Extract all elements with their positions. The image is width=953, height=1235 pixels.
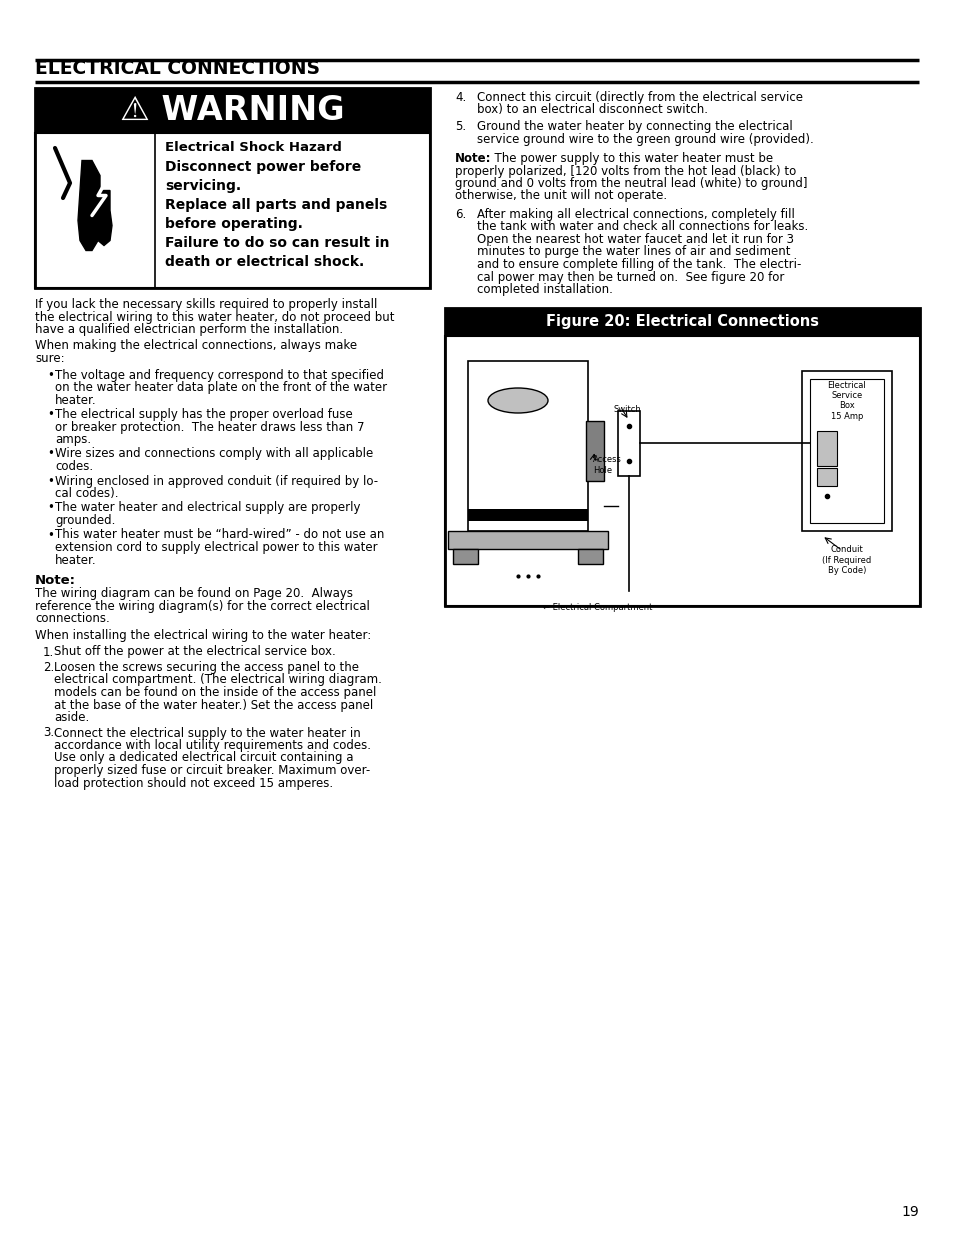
- Bar: [468, 509, 587, 520]
- Bar: [35, 88, 430, 133]
- Text: the tank with water and check all connections for leaks.: the tank with water and check all connec…: [476, 221, 807, 233]
- Bar: [618, 410, 639, 475]
- Text: 2.: 2.: [43, 661, 54, 674]
- Bar: [448, 531, 607, 548]
- Bar: [816, 468, 836, 485]
- Text: electrical compartment. (The electrical wiring diagram.: electrical compartment. (The electrical …: [54, 673, 381, 687]
- Text: If you lack the necessary skills required to properly install: If you lack the necessary skills require…: [35, 298, 377, 311]
- Text: After making all electrical connections, completely fill: After making all electrical connections,…: [476, 207, 794, 221]
- Text: Access
Hole: Access Hole: [593, 456, 621, 475]
- Text: •: •: [47, 408, 53, 421]
- Text: grounded.: grounded.: [55, 514, 115, 527]
- Text: 4.: 4.: [455, 91, 466, 104]
- Text: minutes to purge the water lines of air and sediment: minutes to purge the water lines of air …: [476, 246, 790, 258]
- Text: Connect this circuit (directly from the electrical service: Connect this circuit (directly from the …: [476, 91, 802, 104]
- Text: Failure to do so can result in: Failure to do so can result in: [165, 236, 389, 249]
- Text: Switch: Switch: [614, 405, 641, 415]
- Text: cal codes).: cal codes).: [55, 487, 118, 500]
- Bar: [453, 548, 477, 563]
- Text: •: •: [47, 529, 53, 541]
- Text: Connect the electrical supply to the water heater in: Connect the electrical supply to the wat…: [54, 726, 360, 740]
- Text: models can be found on the inside of the access panel: models can be found on the inside of the…: [54, 685, 376, 699]
- Text: cal power may then be turned on.  See figure 20 for: cal power may then be turned on. See fig…: [476, 270, 783, 284]
- Text: Conduit
(If Required
By Code): Conduit (If Required By Code): [821, 546, 871, 576]
- Bar: [35, 133, 430, 288]
- Text: The wiring diagram can be found on Page 20.  Always: The wiring diagram can be found on Page …: [35, 588, 353, 600]
- Text: reference the wiring diagram(s) for the correct electrical: reference the wiring diagram(s) for the …: [35, 600, 370, 613]
- Text: The voltage and frequency correspond to that specified: The voltage and frequency correspond to …: [55, 368, 384, 382]
- Text: •: •: [47, 368, 53, 382]
- Text: extension cord to supply electrical power to this water: extension cord to supply electrical powe…: [55, 541, 377, 555]
- Text: Use only a dedicated electrical circuit containing a: Use only a dedicated electrical circuit …: [54, 752, 354, 764]
- Text: sure:: sure:: [35, 352, 65, 366]
- Text: otherwise, the unit will not operate.: otherwise, the unit will not operate.: [455, 189, 666, 203]
- Text: death or electrical shock.: death or electrical shock.: [165, 254, 364, 269]
- Text: before operating.: before operating.: [165, 217, 302, 231]
- Text: Electrical Shock Hazard: Electrical Shock Hazard: [165, 141, 341, 154]
- Text: connections.: connections.: [35, 613, 110, 625]
- Text: ⚠ WARNING: ⚠ WARNING: [120, 94, 344, 127]
- Text: and to ensure complete filling of the tank.  The electri-: and to ensure complete filling of the ta…: [476, 258, 801, 270]
- Text: the electrical wiring to this water heater, do not proceed but: the electrical wiring to this water heat…: [35, 310, 395, 324]
- Polygon shape: [78, 161, 112, 251]
- Text: Ground the water heater by connecting the electrical: Ground the water heater by connecting th…: [476, 120, 792, 133]
- Text: •: •: [47, 447, 53, 461]
- Bar: [35, 88, 430, 288]
- Bar: [444, 308, 919, 605]
- Text: Note:: Note:: [455, 152, 491, 165]
- Text: Wire sizes and connections comply with all applicable: Wire sizes and connections comply with a…: [55, 447, 373, 461]
- Text: •: •: [47, 474, 53, 488]
- Text: service ground wire to the green ground wire (provided).: service ground wire to the green ground …: [476, 132, 813, 146]
- Text: The water heater and electrical supply are properly: The water heater and electrical supply a…: [55, 501, 360, 515]
- Text: at the base of the water heater.) Set the access panel: at the base of the water heater.) Set th…: [54, 699, 373, 711]
- Text: When making the electrical connections, always make: When making the electrical connections, …: [35, 340, 356, 352]
- Text: have a qualified electrician perform the installation.: have a qualified electrician perform the…: [35, 324, 343, 336]
- Text: properly sized fuse or circuit breaker. Maximum over-: properly sized fuse or circuit breaker. …: [54, 764, 370, 777]
- Text: servicing.: servicing.: [165, 179, 241, 193]
- Text: ← Electrical Compartment: ← Electrical Compartment: [542, 603, 652, 611]
- Bar: [444, 308, 919, 336]
- Text: Figure 20: Electrical Connections: Figure 20: Electrical Connections: [545, 314, 818, 329]
- Text: amps.: amps.: [55, 433, 91, 446]
- Text: properly polarized, [120 volts from the hot lead (black) to: properly polarized, [120 volts from the …: [455, 164, 796, 178]
- Text: 1.: 1.: [43, 646, 54, 658]
- Text: The electrical supply has the proper overload fuse: The electrical supply has the proper ove…: [55, 408, 353, 421]
- Text: load protection should not exceed 15 amperes.: load protection should not exceed 15 amp…: [54, 777, 333, 789]
- Bar: [468, 361, 587, 531]
- Text: accordance with local utility requirements and codes.: accordance with local utility requiremen…: [54, 739, 371, 752]
- Ellipse shape: [488, 388, 547, 412]
- Text: Wiring enclosed in approved conduit (if required by lo-: Wiring enclosed in approved conduit (if …: [55, 474, 377, 488]
- Bar: [585, 420, 603, 480]
- Text: Open the nearest hot water faucet and let it run for 3: Open the nearest hot water faucet and le…: [476, 233, 793, 246]
- Text: heater.: heater.: [55, 394, 96, 406]
- Text: Disconnect power before: Disconnect power before: [165, 161, 361, 174]
- Text: 19: 19: [901, 1205, 918, 1219]
- Bar: [809, 378, 883, 522]
- Text: completed installation.: completed installation.: [476, 283, 612, 296]
- Text: on the water heater data plate on the front of the water: on the water heater data plate on the fr…: [55, 382, 387, 394]
- Text: Electrical
Service
Box
15 Amp: Electrical Service Box 15 Amp: [827, 380, 865, 421]
- Text: box) to an electrical disconnect switch.: box) to an electrical disconnect switch.: [476, 104, 707, 116]
- Text: Shut off the power at the electrical service box.: Shut off the power at the electrical ser…: [54, 646, 335, 658]
- Text: codes.: codes.: [55, 459, 93, 473]
- Text: 3.: 3.: [43, 726, 54, 740]
- Text: Replace all parts and panels: Replace all parts and panels: [165, 198, 387, 212]
- Text: ELECTRICAL CONNECTIONS: ELECTRICAL CONNECTIONS: [35, 58, 319, 78]
- Text: When installing the electrical wiring to the water heater:: When installing the electrical wiring to…: [35, 629, 371, 642]
- Bar: [816, 431, 836, 466]
- Text: The power supply to this water heater must be: The power supply to this water heater mu…: [486, 152, 772, 165]
- Bar: [801, 370, 891, 531]
- Text: heater.: heater.: [55, 553, 96, 567]
- Text: Note:: Note:: [35, 574, 76, 587]
- Text: This water heater must be “hard-wired” - do not use an: This water heater must be “hard-wired” -…: [55, 529, 384, 541]
- Text: Loosen the screws securing the access panel to the: Loosen the screws securing the access pa…: [54, 661, 358, 674]
- Bar: [578, 548, 602, 563]
- Text: 5.: 5.: [455, 120, 466, 133]
- Text: •: •: [47, 501, 53, 515]
- Text: or breaker protection.  The heater draws less than 7: or breaker protection. The heater draws …: [55, 420, 364, 433]
- Bar: [444, 336, 919, 605]
- Text: ground and 0 volts from the neutral lead (white) to ground]: ground and 0 volts from the neutral lead…: [455, 177, 806, 190]
- Text: 6.: 6.: [455, 207, 466, 221]
- Text: aside.: aside.: [54, 711, 90, 724]
